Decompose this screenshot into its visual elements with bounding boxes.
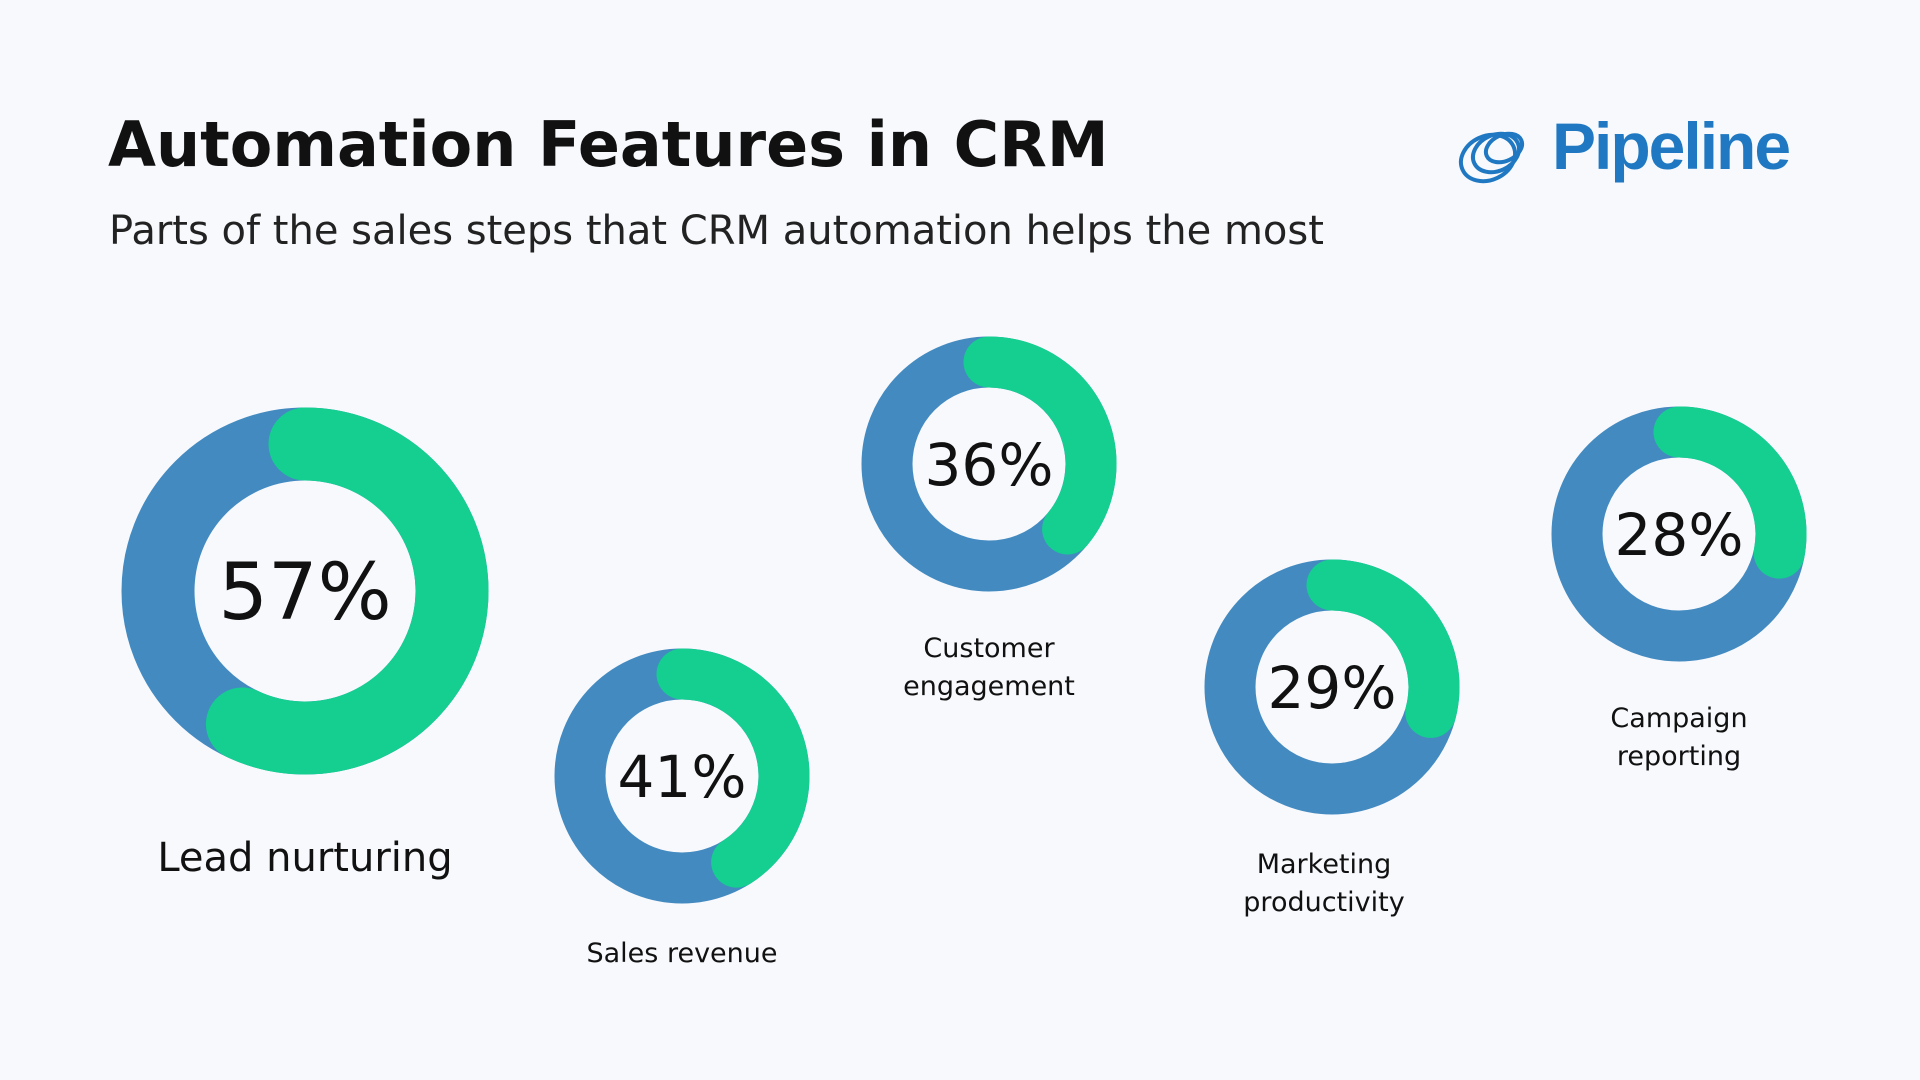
category-label: Lead nurturing bbox=[157, 835, 453, 881]
donut-arc bbox=[1653, 406, 1807, 579]
donut-arc bbox=[205, 407, 489, 775]
subtitle: Parts of the sales steps that CRM automa… bbox=[109, 208, 1324, 254]
category-label: Marketing productivity bbox=[1243, 849, 1405, 918]
value-label: 57% bbox=[218, 548, 391, 638]
title: Automation Features in CRM bbox=[108, 108, 1109, 181]
category-label: Sales revenue bbox=[586, 938, 778, 969]
category-label: Customer engagement bbox=[903, 633, 1075, 702]
value-label: 29% bbox=[1268, 654, 1397, 722]
donut-arc bbox=[963, 336, 1117, 555]
donut-arc bbox=[1306, 559, 1460, 738]
value-label: 41% bbox=[618, 743, 747, 811]
donut-arc bbox=[656, 648, 810, 888]
logo-text: Pipeline bbox=[1552, 109, 1791, 183]
logo-icon bbox=[1458, 131, 1525, 184]
value-label: 36% bbox=[925, 431, 1054, 499]
category-label: Campaign reporting bbox=[1610, 703, 1748, 772]
value-label: 28% bbox=[1615, 501, 1744, 569]
